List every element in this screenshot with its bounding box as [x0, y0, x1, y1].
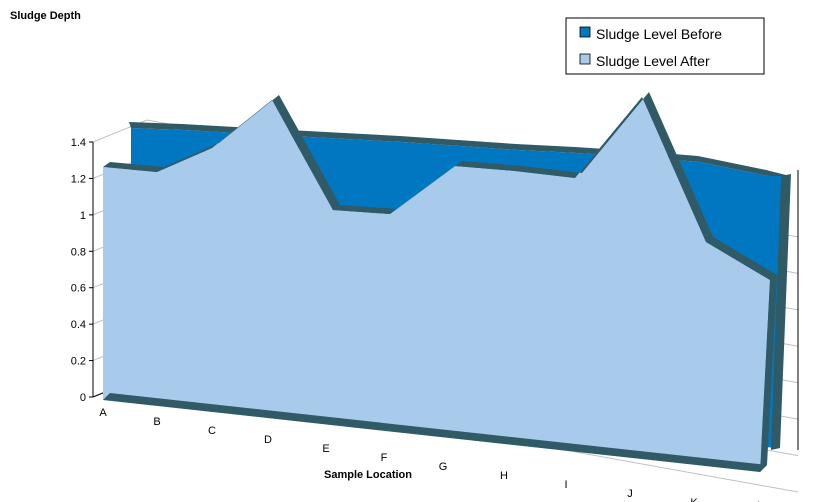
legend-swatch-before [579, 26, 591, 38]
x-tick-label: I [564, 479, 567, 491]
x-tick-label: H [500, 470, 508, 482]
series-after-area [103, 92, 777, 472]
y-tick-label: 0.4 [71, 319, 86, 331]
y-tick-label: 0.6 [71, 283, 86, 295]
y-tick-label: 0 [80, 392, 86, 404]
x-tick-label: C [208, 425, 216, 437]
y-tick-label: 0.8 [71, 246, 86, 258]
y-tick-label: 1.2 [71, 173, 86, 185]
y-axis-ticks: 0 0.2 0.4 0.6 0.8 1 1.2 1.4 [71, 137, 93, 404]
x-tick-label: J [627, 488, 633, 500]
x-tick-label: L [757, 500, 763, 502]
x-tick-label: K [690, 497, 698, 502]
legend-swatch-after [579, 53, 591, 65]
area-after-ridge [103, 92, 777, 280]
legend-label-after: Sludge Level After [596, 53, 710, 69]
x-tick-label: B [153, 416, 160, 428]
area-after-side [760, 275, 777, 472]
legend-box [565, 17, 765, 75]
x-tick-label: E [322, 443, 329, 455]
x-tick-label: F [381, 452, 388, 464]
x-axis-title: Sample Location [324, 469, 412, 481]
area-after-floor [103, 393, 767, 472]
x-tick-label: A [99, 407, 107, 419]
y-tick-label: 1 [80, 210, 86, 222]
legend: Sludge Level Before Sludge Level After [565, 17, 765, 75]
x-tick-label: G [439, 461, 448, 473]
y-tick-label: 0.2 [71, 356, 86, 368]
area-after [103, 97, 770, 472]
y-tick-label: 1.4 [71, 137, 86, 149]
area-before-side [771, 174, 791, 450]
legend-label-before: Sludge Level Before [596, 26, 722, 42]
x-axis-ticks: A B C D E F G H I J K L [99, 407, 763, 502]
x-tick-label: D [264, 434, 272, 446]
y-axis-title: Sludge Depth [10, 10, 81, 22]
